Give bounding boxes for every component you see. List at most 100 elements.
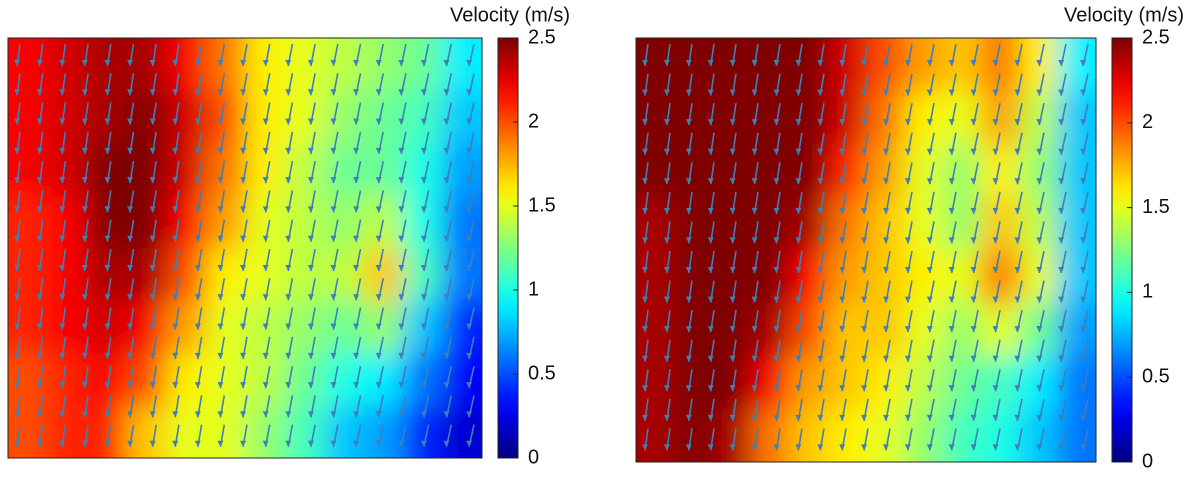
arrow-head <box>992 178 999 185</box>
arrow-head <box>861 178 868 185</box>
arrow-head <box>926 414 933 421</box>
heatmap-cell <box>363 38 404 92</box>
arrow-head <box>59 323 66 330</box>
arrow-head <box>970 385 977 392</box>
heatmap-cell <box>363 405 404 458</box>
arrow-head <box>1014 119 1021 126</box>
arrow-head <box>642 148 648 155</box>
arrow-head <box>817 296 824 303</box>
arrow-head <box>81 118 88 125</box>
arrow-head <box>307 382 314 389</box>
arrow-head <box>1058 355 1065 362</box>
arrow-head <box>172 177 179 184</box>
arrow-head <box>926 207 933 214</box>
arrow-head <box>817 444 824 451</box>
arrow-head <box>398 382 405 389</box>
arrow-head <box>1036 355 1043 362</box>
arrow-head <box>172 206 179 213</box>
heatmap-cell <box>1057 91 1096 145</box>
arrow-head <box>36 382 43 389</box>
arrow-head <box>14 265 20 271</box>
arrow-head <box>36 60 43 66</box>
arrow-head <box>420 382 427 389</box>
arrow-head <box>1058 89 1065 96</box>
arrow-head <box>817 326 824 333</box>
arrow-head <box>14 177 20 184</box>
arrow-head <box>307 89 314 96</box>
arrow-head <box>172 118 179 125</box>
heatmap-cell <box>942 303 982 357</box>
arrow-head <box>926 326 933 333</box>
arrow-head <box>663 119 670 126</box>
arrow-head <box>127 147 134 154</box>
arrow-head <box>795 207 802 214</box>
arrow-head <box>81 352 88 359</box>
colorbar <box>1111 37 1133 463</box>
arrow-head <box>926 237 933 244</box>
arrow-head <box>992 355 999 362</box>
arrow-head <box>307 294 314 301</box>
heatmap-cell <box>827 356 867 410</box>
arrow-head <box>36 265 43 271</box>
arrow-head <box>375 411 382 418</box>
arrow-head <box>729 148 736 155</box>
arrow-head <box>194 294 201 301</box>
arrow-head <box>398 411 405 418</box>
arrow-head <box>663 326 670 333</box>
arrow-head <box>882 119 889 126</box>
heatmap-cell <box>324 38 365 92</box>
arrow-head <box>149 235 156 242</box>
arrow-head <box>240 60 247 66</box>
arrow-head <box>992 89 999 96</box>
arrow-head <box>1014 60 1021 66</box>
arrow-head <box>861 207 868 214</box>
arrow-head <box>882 296 889 303</box>
arrow-head <box>817 414 824 421</box>
heatmap-cell <box>827 38 867 92</box>
arrow-head <box>81 411 88 418</box>
heatmap-cell <box>1057 356 1096 410</box>
arrow-head <box>375 352 382 359</box>
arrow-head <box>751 148 758 155</box>
arrow-head <box>420 206 427 213</box>
arrow-head <box>398 440 405 447</box>
arrow-head <box>642 326 648 333</box>
arrow-head <box>285 440 292 447</box>
arrow-head <box>14 235 20 242</box>
arrow-head <box>398 118 405 125</box>
arrow-head <box>59 294 66 301</box>
arrow-head <box>127 235 134 242</box>
arrow-head <box>375 147 382 154</box>
arrow-head <box>353 352 360 359</box>
arrow-head <box>882 267 889 273</box>
arrow-head <box>729 355 736 362</box>
heatmap-cell <box>8 38 49 92</box>
colorbar-label: Velocity (m/s) <box>450 4 570 26</box>
colorbar-tick-label: 0 <box>528 446 539 468</box>
arrow-head <box>466 206 473 213</box>
arrow-head <box>217 265 224 271</box>
arrow-head <box>398 206 405 213</box>
arrow-head <box>751 296 758 303</box>
arrow-head <box>217 294 224 301</box>
heatmap-cell <box>284 38 325 92</box>
arrow-head <box>127 206 134 213</box>
arrow-head <box>127 411 134 418</box>
heatmap-cell <box>674 356 714 410</box>
arrow-head <box>970 178 977 185</box>
arrow-head <box>839 207 846 214</box>
arrow-head <box>751 385 758 392</box>
arrow-head <box>861 89 868 96</box>
arrow-head <box>707 355 714 362</box>
arrow-head <box>420 118 427 125</box>
heatmap-cell <box>126 248 167 302</box>
arrow-head <box>330 440 337 447</box>
arrow-head <box>1058 267 1065 273</box>
arrow-head <box>398 265 405 271</box>
arrow-head <box>751 414 758 421</box>
arrow-head <box>172 89 179 96</box>
arrow-head <box>707 119 714 126</box>
arrow-head <box>948 237 955 244</box>
